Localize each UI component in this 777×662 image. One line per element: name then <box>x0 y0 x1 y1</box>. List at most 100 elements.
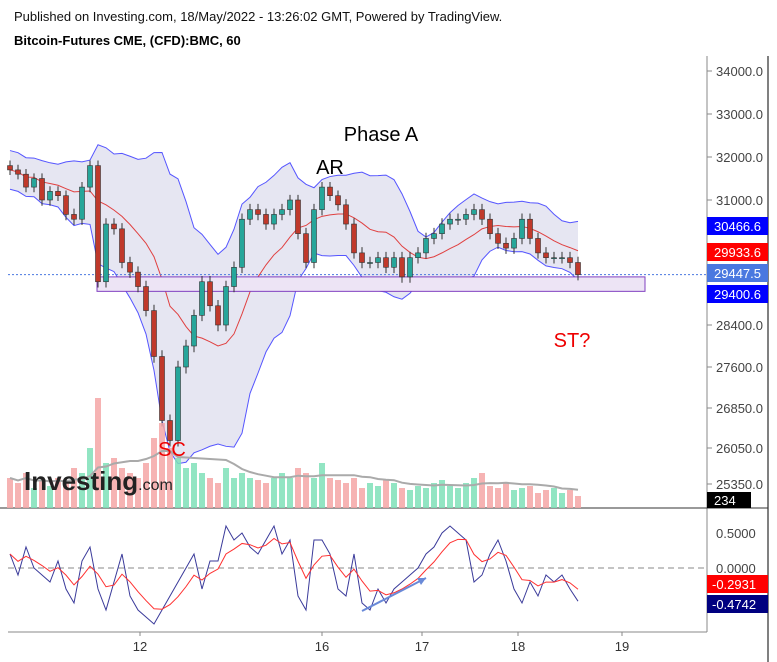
candle <box>455 218 461 221</box>
volume-bar <box>415 486 421 508</box>
ar-label: AR <box>316 157 344 179</box>
volume-bar <box>487 486 493 508</box>
candle <box>463 214 469 220</box>
volume-bar <box>551 488 557 508</box>
candle <box>303 233 309 263</box>
volume-bar <box>55 478 61 508</box>
candle <box>167 420 173 441</box>
volume-bar <box>191 463 197 508</box>
candle <box>375 257 381 263</box>
volume-bar <box>239 473 245 508</box>
candle <box>7 165 13 171</box>
volume-bar <box>127 473 133 508</box>
candle <box>535 238 541 254</box>
candle <box>343 204 349 225</box>
candle <box>239 218 245 268</box>
volume-bar <box>375 486 381 508</box>
volume-bar <box>471 478 477 508</box>
candle <box>431 233 437 239</box>
volume-bar <box>351 478 357 508</box>
volume-bar <box>455 488 461 508</box>
volume-bar <box>423 488 429 508</box>
candle <box>55 191 61 196</box>
candle <box>183 345 189 368</box>
volume-bar <box>535 493 541 508</box>
price-tick-label: 33000.0 <box>716 107 763 122</box>
volume-bar <box>463 483 469 508</box>
volume-bar <box>479 473 485 508</box>
volume-bar <box>79 473 85 508</box>
candle <box>319 186 325 210</box>
volume-bar <box>63 483 69 508</box>
candle <box>391 257 397 268</box>
volume-bar <box>559 493 565 508</box>
candle <box>407 257 413 278</box>
time-tick-label: 16 <box>315 639 329 654</box>
volume-badge <box>707 492 751 508</box>
volume-bar <box>103 463 109 508</box>
candle <box>279 209 285 215</box>
price-badge <box>707 264 768 282</box>
osc-badge-label: -0.4742 <box>712 597 756 612</box>
volume-bar <box>151 438 157 508</box>
price-badge <box>707 285 768 303</box>
candle <box>23 173 29 188</box>
candle <box>103 223 109 283</box>
candle <box>223 286 229 326</box>
volume-bar <box>7 478 13 508</box>
candle <box>351 223 357 254</box>
investing-logo: Investing.com <box>24 466 173 496</box>
candle <box>31 178 37 188</box>
phase-a-label: Phase A <box>344 124 419 146</box>
candle <box>191 315 197 347</box>
price-tick-label: 32000.0 <box>716 150 763 165</box>
volume-bar <box>311 478 317 508</box>
candle <box>567 257 573 263</box>
candle <box>335 195 341 206</box>
time-tick-label: 18 <box>511 639 525 654</box>
volume-bar <box>383 480 389 508</box>
volume-bar <box>527 486 533 508</box>
candle <box>399 257 405 278</box>
candle <box>423 238 429 254</box>
volume-bar <box>263 483 269 508</box>
volume-ma <box>9 450 579 491</box>
volume-bar <box>247 478 253 508</box>
candle <box>207 281 213 307</box>
volume-bar <box>447 486 453 508</box>
candle <box>215 305 221 326</box>
candle <box>247 209 253 220</box>
candle <box>559 257 565 259</box>
price-badge-label: 29933.6 <box>714 245 761 260</box>
price-tick-label: 28400.0 <box>716 318 763 333</box>
volume-bar <box>143 463 149 508</box>
volume-bar <box>95 398 101 508</box>
candle <box>271 214 277 225</box>
volume-bar <box>215 483 221 508</box>
candle <box>359 252 365 263</box>
candle <box>511 238 517 249</box>
volume-bar <box>295 468 301 508</box>
volume-bar <box>511 490 517 508</box>
price-tick-label: 26050.0 <box>716 441 763 456</box>
volume-bar <box>303 473 309 508</box>
volume-bar <box>327 478 333 508</box>
candle <box>175 366 181 441</box>
price-badge-label: 30466.6 <box>714 219 761 234</box>
osc-badge <box>707 595 768 613</box>
signal-line <box>9 537 579 610</box>
volume-bar <box>279 473 285 508</box>
volume-bar <box>183 468 189 508</box>
volume-bar <box>23 473 29 508</box>
candle <box>495 233 501 244</box>
candle <box>287 199 293 210</box>
price-badge-label: 29447.5 <box>714 266 761 281</box>
candle <box>47 191 53 201</box>
candle <box>199 281 205 316</box>
volume-bar <box>135 478 141 508</box>
time-tick-label: 19 <box>615 639 629 654</box>
candle <box>111 223 117 230</box>
candle <box>127 262 133 273</box>
oscillator-line <box>9 524 579 625</box>
